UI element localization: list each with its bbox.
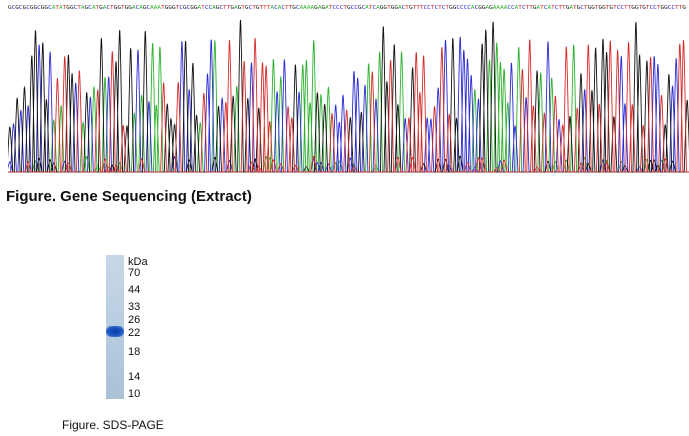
marker-label: 14: [128, 371, 141, 383]
figure-2-caption: Figure. SDS-PAGE: [62, 418, 164, 432]
marker-label: 18: [128, 346, 141, 358]
figure-1-caption: Figure. Gene Sequencing (Extract): [6, 188, 252, 205]
gel-lane: [106, 255, 124, 399]
svg-text:GCGCGCGGCGGCATATGGCTAGCATGACTG: GCGCGCGGCGGCATATGGCTAGCATGACTGGTGGACAGCA…: [8, 5, 687, 11]
marker-label: 70: [128, 267, 141, 279]
marker-label: 22: [128, 327, 141, 339]
protein-band: [106, 326, 124, 337]
marker-label: 44: [128, 284, 141, 296]
sequencing-chromatogram: [8, 19, 689, 173]
marker-unit-label: kDa: [128, 256, 148, 268]
trace-t: [8, 38, 689, 173]
marker-label: 26: [128, 314, 141, 326]
marker-label: 33: [128, 301, 141, 313]
sequence-text-line: GCGCGCGGCGGCATATGGCTAGCATGACTGGTGGACAGCA…: [8, 5, 687, 11]
marker-label: 10: [128, 388, 141, 400]
